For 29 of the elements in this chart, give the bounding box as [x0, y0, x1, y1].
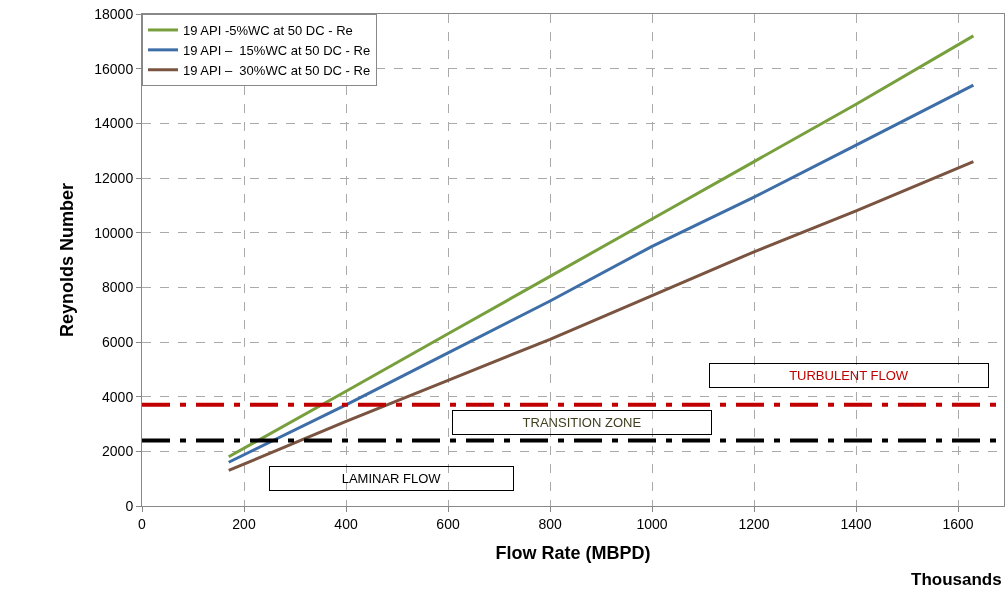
- y-tick-label: 6000: [102, 333, 134, 350]
- x-tick-label: 800: [538, 515, 562, 532]
- annotation: LAMINAR FLOW: [341, 471, 442, 486]
- legend-label: 19 API -5%WC at 50 DC - Re: [183, 23, 353, 39]
- x-tick-label: 600: [436, 515, 460, 532]
- x-tick-label: 1400: [840, 515, 872, 532]
- x-tick-label: 1200: [738, 515, 770, 532]
- y-tick-label: 10000: [94, 224, 134, 241]
- y-tick-label: 12000: [94, 169, 134, 186]
- y-tick-label: 18000: [94, 5, 134, 22]
- x-tick-label: 1600: [942, 515, 974, 532]
- y-tick-label: 0: [125, 497, 134, 514]
- annotation: TRANSITION ZONE: [522, 415, 642, 430]
- x-tick-label: 1000: [636, 515, 668, 532]
- legend-label: 19 API – 15%WC at 50 DC - Re: [183, 42, 371, 58]
- y-axis-title: Reynolds Number: [57, 182, 78, 338]
- y-tick-label: 2000: [102, 443, 134, 460]
- x-axis-title: Flow Rate (MBPD): [495, 542, 651, 563]
- x-tick-label: 400: [334, 515, 358, 532]
- y-tick-label: 16000: [94, 60, 134, 77]
- line-series: [227, 160, 975, 472]
- y-tick-label: 8000: [102, 279, 134, 296]
- y-tick-label: 4000: [102, 388, 134, 405]
- y-tick-label: 14000: [94, 115, 134, 132]
- x-tick-label: 200: [232, 515, 256, 532]
- legend-label: 19 API – 30%WC at 50 DC - Re: [183, 62, 371, 78]
- annotation: TURBULENT FLOW: [789, 368, 909, 383]
- text: Thousands: [911, 570, 1002, 589]
- x-tick-label: 0: [138, 515, 147, 532]
